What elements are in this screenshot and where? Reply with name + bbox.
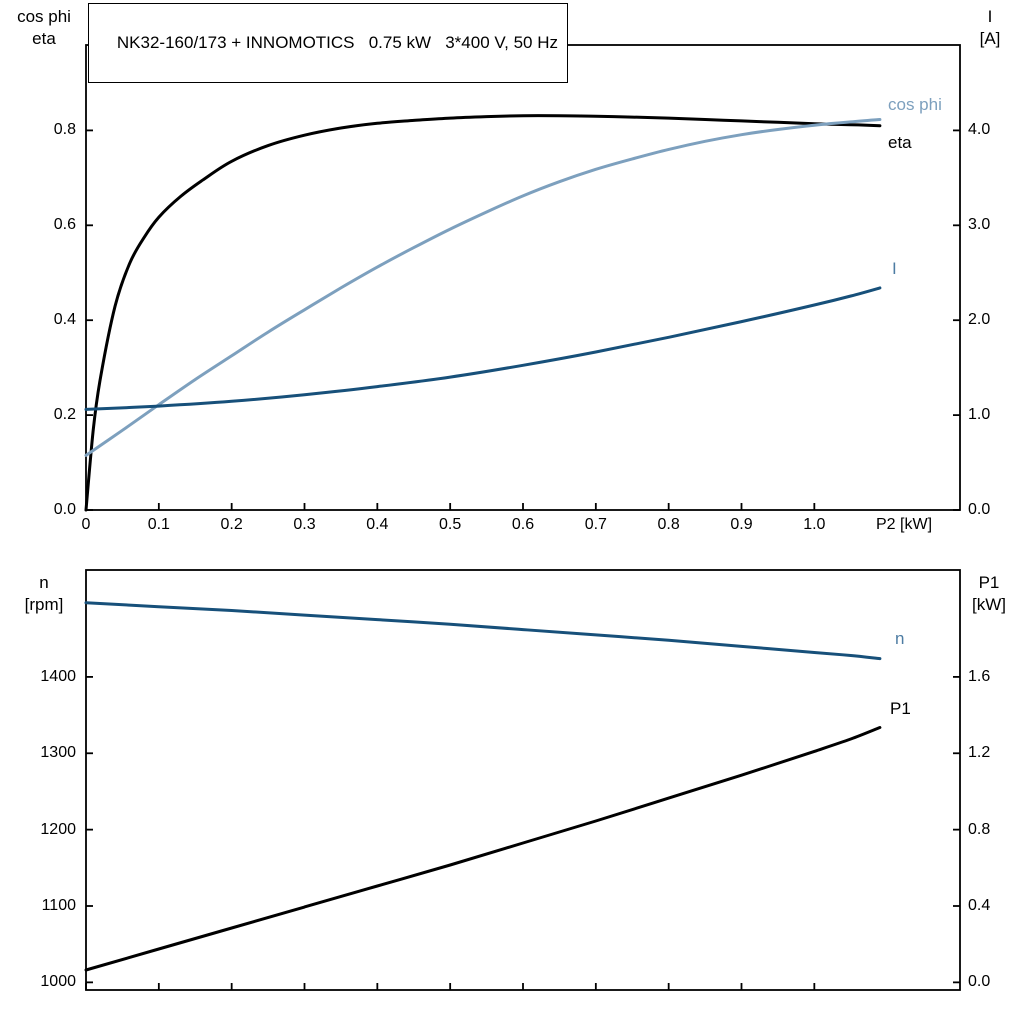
right-tick-label: 2.0: [968, 311, 991, 329]
right-tick-label: 0.0: [968, 501, 991, 518]
x-tick-label: 0.2: [220, 516, 243, 533]
axis-title-line: P1: [978, 573, 1000, 592]
curve-label-eta: eta: [888, 133, 912, 152]
bottom-left-axis-title: n [rpm]: [4, 572, 84, 616]
chart-title: NK32-160/173 + INNOMOTICS 0.75 kW 3*400 …: [116, 33, 559, 52]
curve-label-cos-phi: cos phi: [888, 95, 942, 114]
x-tick-label: 0.3: [293, 516, 316, 533]
right-tick-label: 1.6: [968, 667, 991, 685]
x-tick-label: 0.4: [366, 516, 389, 533]
right-tick-label: 1.2: [968, 744, 991, 762]
curve-cos-phi: [84, 118, 882, 457]
x-tick-label: 0.7: [584, 516, 607, 533]
x-tick-label: 1.0: [803, 516, 826, 533]
curve-current: [84, 286, 882, 411]
axis-title-line: [A]: [979, 29, 1001, 48]
x-tick-label: 0.5: [439, 516, 462, 533]
right-tick-label: 3.0: [968, 216, 991, 234]
left-tick-label: 0.0: [53, 501, 76, 518]
bottom-right-axis-title: P1 [kW]: [956, 572, 1022, 616]
plot-frame: [85, 569, 961, 991]
right-tick-label: 4.0: [968, 121, 991, 139]
curve-speed: [84, 601, 882, 661]
chart-title-box: NK32-160/173 + INNOMOTICS 0.75 kW 3*400 …: [88, 3, 569, 83]
left-tick-label: 1200: [40, 820, 76, 838]
left-tick-label: 1400: [40, 667, 76, 685]
axis-title-line: cos phi: [17, 7, 71, 26]
left-tick-label: 1000: [40, 973, 76, 991]
left-tick-label: 0.2: [53, 406, 76, 424]
curve-input-power: [84, 726, 882, 972]
top-right-axis-title: I [A]: [958, 6, 1022, 50]
x-axis-title: P2 [kW]: [876, 516, 933, 533]
axis-title-line: eta: [32, 29, 56, 48]
left-tick-label: 0.8: [53, 121, 76, 139]
right-tick-label: 1.0: [968, 406, 991, 424]
x-tick-label: 0.6: [511, 516, 535, 533]
right-tick-label: 0.4: [968, 897, 991, 914]
left-tick-label: 1300: [40, 744, 76, 762]
curve-label-input-power: P1: [890, 699, 911, 718]
top-left-axis-title: cos phi eta: [4, 6, 84, 50]
axis-title-line: [kW]: [972, 595, 1006, 614]
axis-title-line: I: [987, 7, 993, 26]
curve-label-current: I: [892, 259, 897, 278]
left-tick-label: 1100: [41, 897, 76, 914]
x-tick-label: 0.9: [730, 516, 753, 533]
left-tick-label: 0.4: [53, 311, 76, 329]
x-tick-label: 0.1: [147, 516, 170, 533]
left-tick-label: 0.6: [53, 216, 76, 234]
right-tick-label: 0.8: [968, 820, 991, 838]
axis-title-line: n: [39, 573, 49, 592]
x-tick-label: 0.8: [657, 516, 680, 533]
right-tick-label: 0.0: [968, 973, 991, 991]
curve-label-speed: n: [895, 629, 905, 648]
axis-title-line: [rpm]: [24, 595, 64, 614]
curve-eta: [84, 114, 882, 512]
x-tick-label: 0: [81, 516, 91, 533]
